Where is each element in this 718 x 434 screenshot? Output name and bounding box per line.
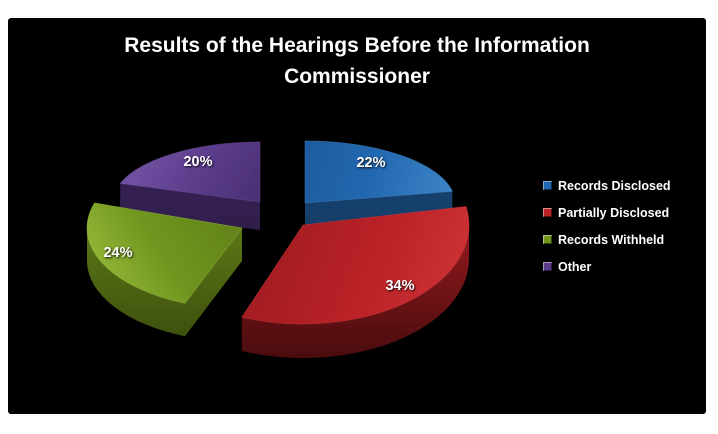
chart-title: Results of the Hearings Before the Infor… bbox=[124, 34, 590, 88]
legend-item: Partially Disclosed bbox=[543, 199, 671, 226]
legend-swatch bbox=[543, 208, 552, 217]
legend-label: Records Withheld bbox=[558, 232, 665, 247]
pie-slice-partially-disclosed bbox=[241, 206, 470, 325]
pie-slice-label-records-disclosed: 22% bbox=[356, 155, 385, 171]
pie-slice-label-partially-disclosed: 34% bbox=[385, 278, 414, 294]
legend: Records Disclosed Partially Disclosed Reco… bbox=[543, 172, 671, 280]
legend-label: Records Disclosed bbox=[558, 178, 671, 193]
pie-slice-cut-face-other bbox=[120, 183, 260, 230]
legend-item: Records Disclosed bbox=[543, 172, 671, 199]
pie-slice-rim-partially-disclosed bbox=[241, 225, 470, 359]
legend-swatch bbox=[543, 235, 552, 244]
pie-slice-cut-face-records-withheld bbox=[184, 228, 242, 337]
legend-item: Records Withheld bbox=[543, 226, 671, 253]
legend-swatch bbox=[543, 181, 552, 190]
pie-slice-label-other: 20% bbox=[183, 154, 212, 170]
pie-slice-records-withheld bbox=[86, 202, 243, 304]
pie-slice-rim-records-withheld bbox=[87, 228, 185, 337]
legend-label: Partially Disclosed bbox=[558, 205, 670, 220]
pie-slice-other bbox=[119, 141, 261, 203]
pie-slice-label-records-withheld: 24% bbox=[103, 245, 132, 261]
legend-swatch bbox=[543, 262, 552, 271]
legend-item: Other bbox=[543, 253, 671, 280]
legend-label: Other bbox=[558, 259, 592, 274]
pie-slice-records-disclosed bbox=[304, 140, 453, 204]
